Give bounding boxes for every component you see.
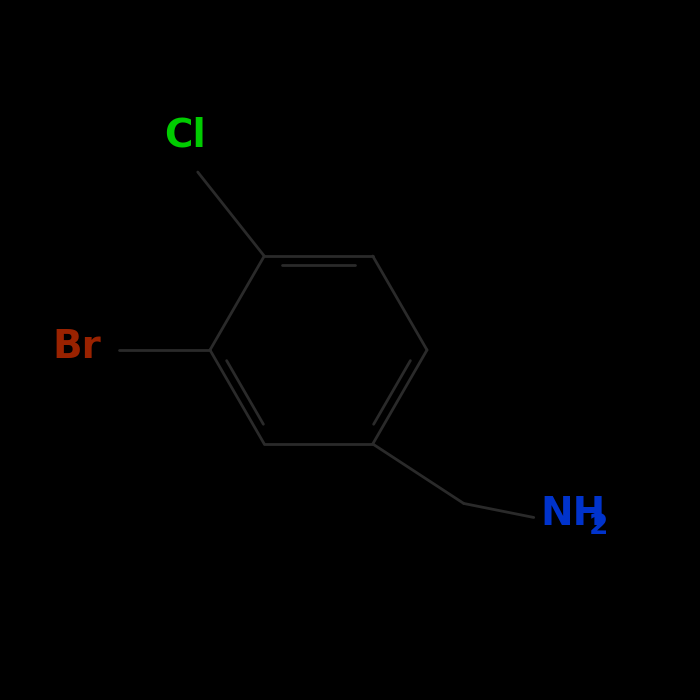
Text: NH: NH bbox=[540, 495, 606, 533]
Text: Br: Br bbox=[52, 328, 102, 365]
Text: Cl: Cl bbox=[164, 116, 206, 155]
Text: 2: 2 bbox=[588, 512, 608, 540]
